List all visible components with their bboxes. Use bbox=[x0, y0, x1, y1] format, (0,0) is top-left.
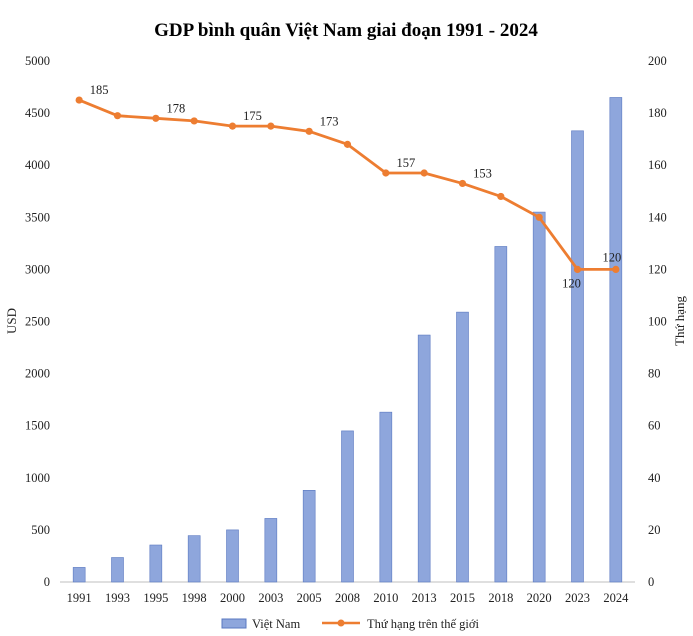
bar bbox=[226, 529, 239, 583]
y2-axis-ticks: 0 20 40 60 80 100 120 140 160 180 200 bbox=[648, 54, 667, 589]
bar bbox=[149, 544, 163, 583]
y-tick-label: 4000 bbox=[25, 158, 50, 172]
line-data-label: 173 bbox=[320, 114, 339, 128]
line-point bbox=[305, 127, 313, 135]
x-tick-label: 2013 bbox=[412, 591, 437, 605]
y-tick-label: 3500 bbox=[25, 210, 50, 224]
legend-label-line: Thứ hạng trên thế giới bbox=[367, 617, 479, 631]
x-tick-label: 2024 bbox=[603, 591, 629, 605]
y-tick-label: 1000 bbox=[25, 471, 50, 485]
legend: Việt Nam Thứ hạng trên thế giới bbox=[221, 617, 479, 631]
x-tick-label: 1995 bbox=[143, 591, 168, 605]
bar bbox=[456, 311, 469, 583]
legend-label-bar: Việt Nam bbox=[252, 617, 300, 631]
y2-axis-label: Thứ hạng bbox=[672, 296, 687, 347]
line-point bbox=[152, 114, 160, 122]
legend-swatch-marker bbox=[337, 619, 345, 627]
x-tick-label: 2005 bbox=[297, 591, 322, 605]
x-tick-label: 1993 bbox=[105, 591, 130, 605]
x-tick-label: 2023 bbox=[565, 591, 590, 605]
y-axis-label: USD bbox=[4, 308, 19, 334]
y2-tick-label: 80 bbox=[648, 367, 661, 381]
y-tick-label: 500 bbox=[31, 523, 50, 537]
x-axis-ticks: 1991 1993 1995 1998 2000 2003 2005 2008 2010 2013… bbox=[67, 591, 629, 605]
line-point bbox=[382, 169, 390, 177]
line-data-label: 178 bbox=[166, 101, 185, 115]
bar bbox=[187, 535, 201, 583]
y2-tick-label: 100 bbox=[648, 315, 667, 329]
x-tick-label: 2018 bbox=[488, 591, 513, 605]
line-point bbox=[612, 265, 620, 273]
line-data-label: 157 bbox=[396, 156, 415, 170]
line-data-label: 120 bbox=[602, 250, 621, 264]
bar-series bbox=[72, 97, 623, 583]
line-point bbox=[573, 265, 582, 273]
line-point bbox=[497, 192, 505, 201]
x-tick-label: 2020 bbox=[527, 591, 552, 605]
bar bbox=[532, 211, 546, 583]
line-point bbox=[343, 140, 352, 148]
bar bbox=[571, 130, 584, 583]
legend-swatch-bar bbox=[221, 618, 247, 629]
y-tick-label: 0 bbox=[44, 575, 50, 589]
line-point bbox=[267, 122, 275, 130]
line-point bbox=[228, 122, 237, 130]
y2-tick-label: 20 bbox=[648, 523, 661, 537]
y-tick-label: 2000 bbox=[25, 367, 50, 381]
bar bbox=[341, 430, 354, 583]
bar bbox=[379, 411, 393, 583]
y-tick-label: 3000 bbox=[25, 262, 50, 276]
line-data-label: 120 bbox=[562, 276, 581, 290]
bar bbox=[111, 557, 124, 583]
line-point bbox=[75, 96, 83, 104]
bar bbox=[264, 518, 278, 583]
y2-tick-label: 120 bbox=[648, 262, 667, 276]
x-tick-label: 1991 bbox=[67, 591, 92, 605]
y2-tick-label: 160 bbox=[648, 158, 667, 172]
bar bbox=[417, 334, 431, 583]
y2-tick-label: 0 bbox=[648, 575, 654, 589]
y-tick-label: 2500 bbox=[25, 315, 50, 329]
y-tick-label: 1500 bbox=[25, 419, 50, 433]
y2-tick-label: 180 bbox=[648, 106, 667, 120]
x-tick-label: 1998 bbox=[182, 591, 207, 605]
x-tick-label: 2015 bbox=[450, 591, 475, 605]
x-tick-label: 2010 bbox=[373, 591, 398, 605]
y-tick-label: 5000 bbox=[25, 54, 50, 68]
line-data-label: 153 bbox=[473, 166, 492, 180]
bar bbox=[609, 97, 623, 583]
y2-tick-label: 140 bbox=[648, 210, 667, 224]
line-data-label: 185 bbox=[90, 83, 109, 97]
y-tick-label: 4500 bbox=[25, 106, 50, 120]
y2-tick-label: 200 bbox=[648, 54, 667, 68]
line-point bbox=[535, 213, 543, 221]
line-point bbox=[113, 112, 122, 120]
y2-tick-label: 40 bbox=[648, 471, 661, 485]
line-series: 185 178 175 173 157 153 120 120 bbox=[75, 83, 621, 290]
x-tick-label: 2008 bbox=[335, 591, 360, 605]
bar bbox=[72, 567, 86, 583]
chart-title: GDP bình quân Việt Nam giai đoạn 1991 - … bbox=[154, 20, 538, 41]
line-point bbox=[190, 117, 198, 125]
bar bbox=[494, 246, 508, 583]
line-data-label: 175 bbox=[243, 109, 262, 123]
x-tick-label: 2000 bbox=[220, 591, 245, 605]
line-point bbox=[420, 169, 428, 177]
y2-tick-label: 60 bbox=[648, 419, 661, 433]
x-tick-label: 2003 bbox=[258, 591, 283, 605]
y-axis-ticks: 0 500 1000 1500 2000 2500 3000 3500 4000 4500 5000 bbox=[25, 54, 50, 589]
line-point bbox=[458, 179, 467, 188]
bar bbox=[302, 490, 316, 583]
